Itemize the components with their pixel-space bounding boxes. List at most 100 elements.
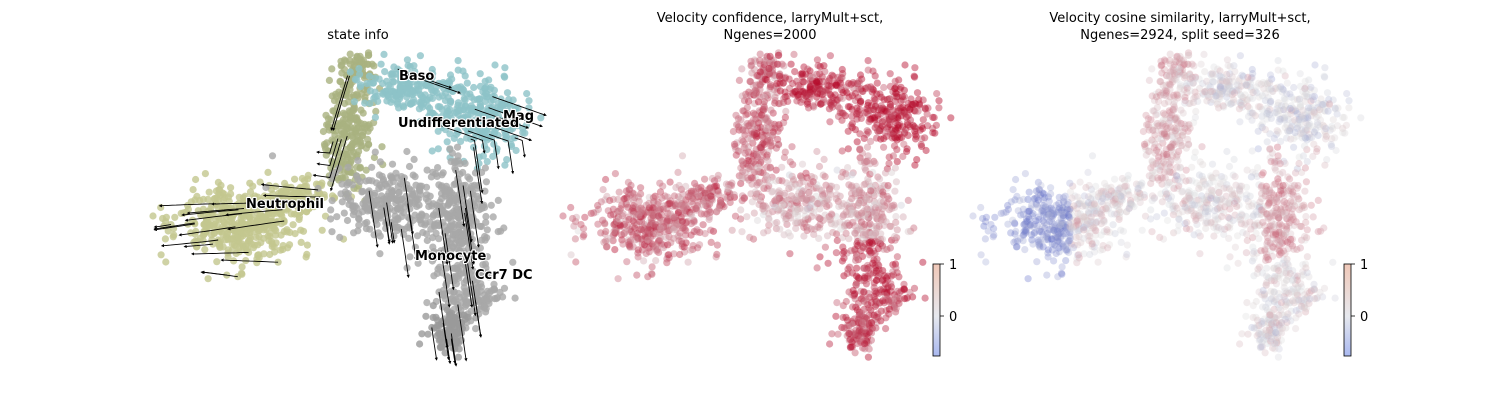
cell-point — [481, 164, 489, 172]
cell-point — [256, 199, 264, 207]
cell-point — [766, 52, 774, 61]
cell-point — [375, 171, 383, 179]
cell-point — [663, 217, 671, 225]
cell-point — [362, 177, 370, 185]
cell-point — [374, 212, 383, 220]
cell-point — [350, 98, 358, 106]
cell-point — [260, 226, 268, 234]
cell-point — [494, 196, 502, 204]
cell-point — [227, 184, 235, 192]
cell-point — [865, 274, 873, 282]
cell-point — [898, 93, 907, 101]
cell-point — [339, 109, 348, 117]
cell-point — [455, 85, 463, 93]
cell-point — [862, 195, 871, 203]
cell-point — [210, 195, 218, 203]
cell-point — [618, 201, 626, 209]
cell-point — [837, 173, 846, 181]
cell-point — [489, 213, 497, 221]
cell-point — [475, 159, 483, 168]
cell-point — [781, 113, 790, 121]
cell-point — [845, 235, 853, 243]
cell-point — [620, 228, 629, 237]
cell-point — [769, 187, 777, 195]
cell-point — [858, 235, 866, 243]
cell-point — [844, 316, 852, 324]
cell-point — [771, 99, 779, 107]
cell-point — [802, 92, 810, 100]
cell-point — [895, 104, 903, 112]
cell-point — [876, 90, 884, 98]
cell-point — [904, 228, 912, 236]
cell-point — [743, 213, 751, 221]
cell-point — [411, 173, 419, 181]
cell-point — [1028, 201, 1036, 209]
cell-point — [765, 215, 773, 223]
cell-point — [855, 327, 863, 335]
cell-point — [676, 229, 684, 237]
cell-point — [832, 312, 840, 320]
cell-point — [761, 114, 769, 122]
cell-point — [693, 202, 702, 210]
cell-point — [572, 258, 580, 266]
cell-point — [865, 239, 874, 247]
cell-point — [881, 169, 890, 177]
cell-point — [847, 247, 855, 255]
cell-point — [874, 127, 882, 135]
cell-point — [693, 226, 701, 234]
cell-point — [456, 220, 464, 228]
cell-point — [880, 143, 888, 151]
cell-point — [919, 258, 927, 266]
cell-point — [297, 238, 305, 246]
cell-point — [405, 162, 414, 171]
cell-point — [427, 173, 435, 181]
cell-point — [264, 168, 272, 176]
cell-point — [760, 98, 769, 106]
cell-point — [613, 217, 621, 226]
cell-point — [1029, 240, 1037, 248]
cell-point — [1124, 171, 1132, 179]
cell-point — [686, 246, 695, 254]
cell-point — [1024, 275, 1032, 283]
cell-point — [1109, 221, 1117, 229]
cell-point — [1098, 212, 1106, 220]
cell-point — [903, 145, 911, 153]
cell-point — [336, 233, 344, 241]
cell-point — [454, 353, 462, 361]
cell-point — [304, 171, 312, 179]
cell-point — [764, 157, 772, 165]
cell-point — [363, 218, 371, 227]
cell-point — [901, 61, 909, 69]
cell-point — [666, 178, 674, 186]
cell-point — [784, 212, 793, 220]
cell-point — [1148, 157, 1156, 165]
cell-point — [893, 253, 902, 261]
cell-point — [703, 203, 712, 211]
cell-point — [493, 145, 501, 153]
cell-point — [415, 86, 423, 94]
cell-point — [396, 83, 404, 91]
cell-point — [354, 157, 362, 165]
cell-point — [753, 216, 762, 225]
cell-point — [362, 144, 370, 152]
cell-point — [847, 122, 855, 130]
cell-point — [446, 145, 454, 153]
cell-point — [763, 204, 771, 212]
cell-point — [455, 106, 463, 114]
cell-point — [205, 188, 213, 196]
cell-point — [865, 85, 874, 93]
cell-point — [636, 204, 644, 212]
cell-point — [1016, 234, 1024, 242]
cell-point — [1104, 244, 1112, 252]
cell-point — [864, 353, 873, 361]
cell-point — [445, 77, 453, 85]
cell-point — [876, 269, 884, 278]
cell-point — [879, 215, 888, 223]
cell-point — [735, 76, 744, 84]
cell-point — [1159, 109, 1168, 117]
cell-point — [653, 205, 661, 213]
cell-point — [839, 109, 847, 118]
cell-point — [913, 89, 922, 97]
cell-point — [866, 293, 874, 301]
